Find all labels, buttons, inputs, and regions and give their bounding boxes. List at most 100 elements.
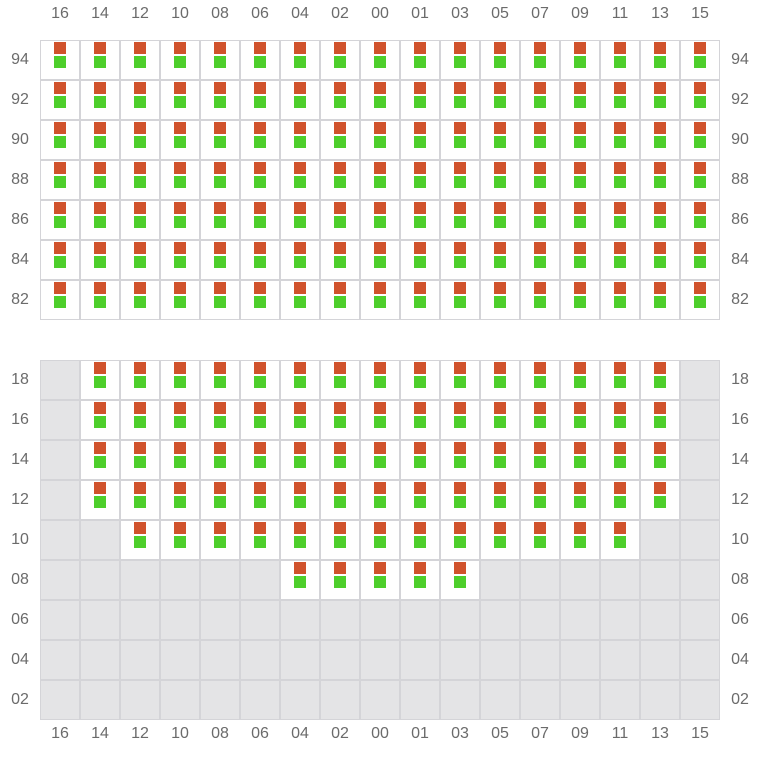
bottom-marker[interactable] xyxy=(134,296,146,308)
bottom-marker[interactable] xyxy=(374,176,386,188)
bottom-marker[interactable] xyxy=(134,376,146,388)
bottom-marker[interactable] xyxy=(574,96,586,108)
top-marker[interactable] xyxy=(454,442,466,454)
cell-available[interactable] xyxy=(240,40,280,80)
top-marker[interactable] xyxy=(694,162,706,174)
top-marker[interactable] xyxy=(54,282,66,294)
cell-available[interactable] xyxy=(240,160,280,200)
cell-available[interactable] xyxy=(520,80,560,120)
bottom-marker[interactable] xyxy=(94,216,106,228)
cell-available[interactable] xyxy=(320,120,360,160)
cell-available[interactable] xyxy=(360,360,400,400)
cell-available[interactable] xyxy=(440,440,480,480)
bottom-marker[interactable] xyxy=(694,256,706,268)
cell-available[interactable] xyxy=(680,80,720,120)
bottom-marker[interactable] xyxy=(414,176,426,188)
cell-available[interactable] xyxy=(480,200,520,240)
cell-available[interactable] xyxy=(40,160,80,200)
top-marker[interactable] xyxy=(134,442,146,454)
top-marker[interactable] xyxy=(174,162,186,174)
cell-available[interactable] xyxy=(600,200,640,240)
bottom-marker[interactable] xyxy=(214,136,226,148)
bottom-marker[interactable] xyxy=(534,256,546,268)
top-marker[interactable] xyxy=(574,122,586,134)
top-marker[interactable] xyxy=(454,202,466,214)
top-marker[interactable] xyxy=(334,442,346,454)
bottom-marker[interactable] xyxy=(494,296,506,308)
top-marker[interactable] xyxy=(214,282,226,294)
cell-available[interactable] xyxy=(240,120,280,160)
top-marker[interactable] xyxy=(414,562,426,574)
bottom-marker[interactable] xyxy=(54,136,66,148)
top-marker[interactable] xyxy=(574,402,586,414)
cell-available[interactable] xyxy=(120,80,160,120)
bottom-marker[interactable] xyxy=(374,416,386,428)
bottom-marker[interactable] xyxy=(334,216,346,228)
cell-available[interactable] xyxy=(640,280,680,320)
top-marker[interactable] xyxy=(574,362,586,374)
bottom-marker[interactable] xyxy=(94,256,106,268)
cell-available[interactable] xyxy=(560,200,600,240)
top-marker[interactable] xyxy=(374,122,386,134)
bottom-marker[interactable] xyxy=(694,296,706,308)
top-marker[interactable] xyxy=(334,562,346,574)
bottom-marker[interactable] xyxy=(174,416,186,428)
cell-available[interactable] xyxy=(120,120,160,160)
bottom-marker[interactable] xyxy=(214,96,226,108)
cell-available[interactable] xyxy=(400,560,440,600)
bottom-marker[interactable] xyxy=(534,496,546,508)
cell-available[interactable] xyxy=(440,160,480,200)
top-marker[interactable] xyxy=(494,122,506,134)
top-marker[interactable] xyxy=(134,162,146,174)
bottom-marker[interactable] xyxy=(374,496,386,508)
bottom-marker[interactable] xyxy=(614,96,626,108)
top-marker[interactable] xyxy=(214,442,226,454)
cell-available[interactable] xyxy=(400,280,440,320)
bottom-marker[interactable] xyxy=(534,96,546,108)
bottom-marker[interactable] xyxy=(294,216,306,228)
top-marker[interactable] xyxy=(574,162,586,174)
top-marker[interactable] xyxy=(334,362,346,374)
top-marker[interactable] xyxy=(534,202,546,214)
cell-available[interactable] xyxy=(600,240,640,280)
bottom-marker[interactable] xyxy=(254,256,266,268)
bottom-marker[interactable] xyxy=(174,176,186,188)
cell-available[interactable] xyxy=(240,440,280,480)
bottom-marker[interactable] xyxy=(574,536,586,548)
cell-available[interactable] xyxy=(320,80,360,120)
top-marker[interactable] xyxy=(294,82,306,94)
bottom-marker[interactable] xyxy=(214,56,226,68)
bottom-marker[interactable] xyxy=(414,216,426,228)
cell-available[interactable] xyxy=(640,240,680,280)
top-marker[interactable] xyxy=(414,162,426,174)
top-marker[interactable] xyxy=(214,402,226,414)
bottom-marker[interactable] xyxy=(214,376,226,388)
cell-available[interactable] xyxy=(280,240,320,280)
bottom-marker[interactable] xyxy=(94,296,106,308)
cell-available[interactable] xyxy=(360,480,400,520)
top-marker[interactable] xyxy=(574,82,586,94)
top-marker[interactable] xyxy=(454,42,466,54)
cell-available[interactable] xyxy=(480,40,520,80)
cell-available[interactable] xyxy=(680,160,720,200)
top-marker[interactable] xyxy=(134,482,146,494)
bottom-marker[interactable] xyxy=(574,296,586,308)
bottom-marker[interactable] xyxy=(174,216,186,228)
cell-available[interactable] xyxy=(480,80,520,120)
cell-available[interactable] xyxy=(160,480,200,520)
cell-available[interactable] xyxy=(240,200,280,240)
cell-available[interactable] xyxy=(80,480,120,520)
top-marker[interactable] xyxy=(654,362,666,374)
top-marker[interactable] xyxy=(254,402,266,414)
bottom-marker[interactable] xyxy=(294,136,306,148)
bottom-marker[interactable] xyxy=(334,96,346,108)
cell-available[interactable] xyxy=(240,280,280,320)
cell-available[interactable] xyxy=(200,40,240,80)
bottom-marker[interactable] xyxy=(494,256,506,268)
cell-available[interactable] xyxy=(160,80,200,120)
bottom-marker[interactable] xyxy=(414,296,426,308)
cell-available[interactable] xyxy=(80,120,120,160)
bottom-marker[interactable] xyxy=(334,536,346,548)
bottom-marker[interactable] xyxy=(254,416,266,428)
bottom-marker[interactable] xyxy=(254,376,266,388)
